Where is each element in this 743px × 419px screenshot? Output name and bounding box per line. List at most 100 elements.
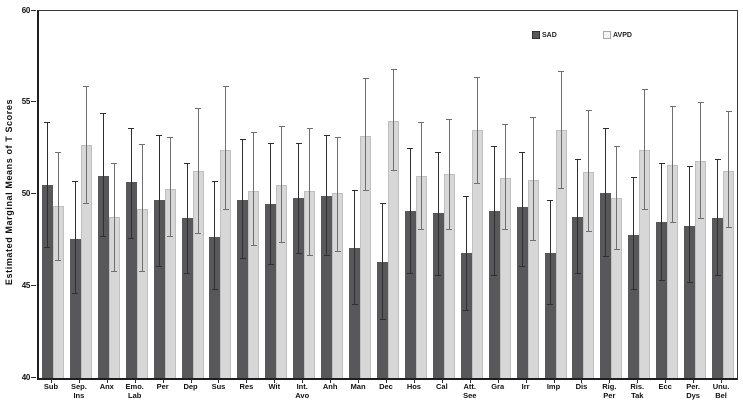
error-bar-cap <box>658 162 665 164</box>
x-tick <box>330 379 332 383</box>
error-bar-cap <box>156 135 163 137</box>
error-bar-cap <box>83 203 90 205</box>
bar-sad <box>153 200 165 378</box>
error-bar-line <box>365 78 367 191</box>
error-bar-cap <box>44 247 51 249</box>
error-bar-line <box>242 139 244 259</box>
x-tick <box>413 379 415 383</box>
error-bar-line <box>225 86 227 210</box>
error-bar-cap <box>530 239 537 241</box>
x-tick-label-line: Anh <box>322 382 338 391</box>
error-bar-cap <box>658 280 665 282</box>
error-bar-cap <box>390 69 397 71</box>
error-bar-line <box>270 143 272 265</box>
x-tick-label: Unu. Bel <box>707 382 735 400</box>
error-bar-cap <box>630 289 637 291</box>
x-tick-label: Dep <box>177 382 205 392</box>
x-tick <box>162 379 164 383</box>
x-tick-label-line: Irr <box>521 382 530 391</box>
error-bar-cap <box>100 113 107 115</box>
error-bar-line <box>57 152 59 261</box>
error-bar-cap <box>72 293 79 295</box>
error-bar-cap <box>306 127 313 129</box>
legend-swatch-sad <box>532 31 540 39</box>
error-bar-cap <box>519 265 526 267</box>
error-bar-cap <box>55 260 62 262</box>
error-bar-cap <box>407 148 414 150</box>
error-bar-line <box>253 132 255 246</box>
error-bar-cap <box>379 318 386 320</box>
x-tick <box>106 379 108 383</box>
error-bar-cap <box>686 282 693 284</box>
error-bar-line <box>577 159 579 274</box>
error-bar-cap <box>474 76 481 78</box>
error-bar-line <box>337 137 339 252</box>
error-bar-line <box>298 143 300 254</box>
error-bar-line <box>560 71 562 189</box>
x-tick-label-line: Man <box>350 382 366 391</box>
error-bar-line <box>700 102 702 219</box>
bar-sad <box>404 211 416 378</box>
x-tick <box>358 379 360 383</box>
x-tick <box>274 379 276 383</box>
x-tick-label-line: Sus <box>211 382 226 391</box>
error-bar-line <box>448 119 450 230</box>
error-bar-cap <box>83 85 90 87</box>
x-tick-label: Cal <box>428 382 456 392</box>
error-bar-cap <box>714 159 721 161</box>
error-bar-line <box>644 89 646 210</box>
legend-item-sad: SAD <box>532 31 557 40</box>
error-bar-cap <box>351 304 358 306</box>
x-tick-label: Sub <box>37 382 65 392</box>
error-bar-cap <box>547 304 554 306</box>
error-bar-line <box>214 181 216 290</box>
x-tick-label: Res <box>232 382 260 392</box>
bar-sad <box>432 212 444 378</box>
error-bar-line <box>605 128 607 257</box>
y-tick-label: 55 <box>21 97 31 107</box>
error-bar-line <box>521 152 523 267</box>
error-bar-line <box>504 124 506 230</box>
error-bar-cap <box>306 254 313 256</box>
x-tick-label: Ris. Tak <box>623 382 651 400</box>
error-bar-cap <box>697 217 704 219</box>
error-bar-cap <box>44 122 51 124</box>
x-tick <box>525 379 527 383</box>
error-bar-cap <box>491 274 498 276</box>
bar-sad <box>600 192 612 378</box>
error-bar-cap <box>211 289 218 291</box>
x-tick <box>721 379 723 383</box>
error-bar-cap <box>211 181 218 183</box>
x-tick-label: Rig. Per <box>595 382 623 400</box>
x-tick-label-line: Wit <box>268 382 281 391</box>
error-bar-cap <box>295 142 302 144</box>
x-tick <box>609 379 611 383</box>
bar-sad <box>628 234 640 378</box>
x-tick-label: Ecc <box>651 382 679 392</box>
error-bar-line <box>661 163 663 281</box>
error-bar-cap <box>491 146 498 148</box>
bar-sad <box>488 211 500 378</box>
error-bar-line <box>689 166 691 283</box>
error-bar-cap <box>167 137 174 139</box>
bar-sad <box>572 216 584 378</box>
error-bar-line <box>549 200 551 305</box>
bar-sad <box>97 176 109 378</box>
error-bar-cap <box>139 271 146 273</box>
x-tick <box>469 379 471 383</box>
error-bar-cap <box>530 116 537 118</box>
x-tick-label: Anh <box>316 382 344 392</box>
y-tick <box>31 376 36 378</box>
error-bar-cap <box>222 85 229 87</box>
error-bar-line <box>354 190 356 305</box>
x-tick-label: Dec <box>372 382 400 392</box>
error-bar-cap <box>574 272 581 274</box>
error-bar-cap <box>585 109 592 111</box>
x-tick-label-line: Int. <box>296 382 308 391</box>
y-tick <box>31 193 36 194</box>
x-tick <box>693 379 695 383</box>
bar-sad <box>321 196 333 378</box>
error-bar-cap <box>55 151 62 153</box>
error-bar-line <box>130 128 132 239</box>
